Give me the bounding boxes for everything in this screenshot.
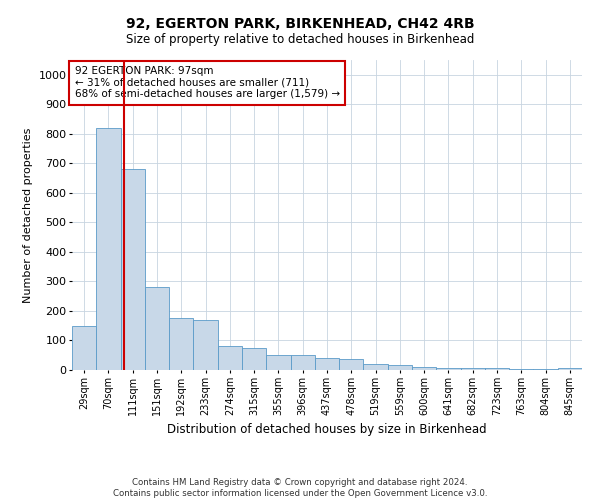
Text: Size of property relative to detached houses in Birkenhead: Size of property relative to detached ho… <box>126 32 474 46</box>
Bar <box>412 367 436 370</box>
Text: 92 EGERTON PARK: 97sqm
← 31% of detached houses are smaller (711)
68% of semi-de: 92 EGERTON PARK: 97sqm ← 31% of detached… <box>74 66 340 100</box>
Bar <box>96 128 121 370</box>
Bar <box>290 355 315 370</box>
Bar <box>315 358 339 370</box>
Text: 92, EGERTON PARK, BIRKENHEAD, CH42 4RB: 92, EGERTON PARK, BIRKENHEAD, CH42 4RB <box>125 18 475 32</box>
X-axis label: Distribution of detached houses by size in Birkenhead: Distribution of detached houses by size … <box>167 424 487 436</box>
Bar <box>388 364 412 370</box>
Text: Contains HM Land Registry data © Crown copyright and database right 2024.
Contai: Contains HM Land Registry data © Crown c… <box>113 478 487 498</box>
Bar <box>121 169 145 370</box>
Bar <box>509 368 533 370</box>
Bar <box>242 348 266 370</box>
Bar <box>72 326 96 370</box>
Bar <box>364 364 388 370</box>
Bar <box>193 320 218 370</box>
Bar <box>339 359 364 370</box>
Bar <box>436 368 461 370</box>
Bar <box>218 346 242 370</box>
Bar <box>145 288 169 370</box>
Y-axis label: Number of detached properties: Number of detached properties <box>23 128 33 302</box>
Bar <box>461 368 485 370</box>
Bar <box>485 368 509 370</box>
Bar <box>266 355 290 370</box>
Bar <box>169 318 193 370</box>
Bar <box>558 368 582 370</box>
